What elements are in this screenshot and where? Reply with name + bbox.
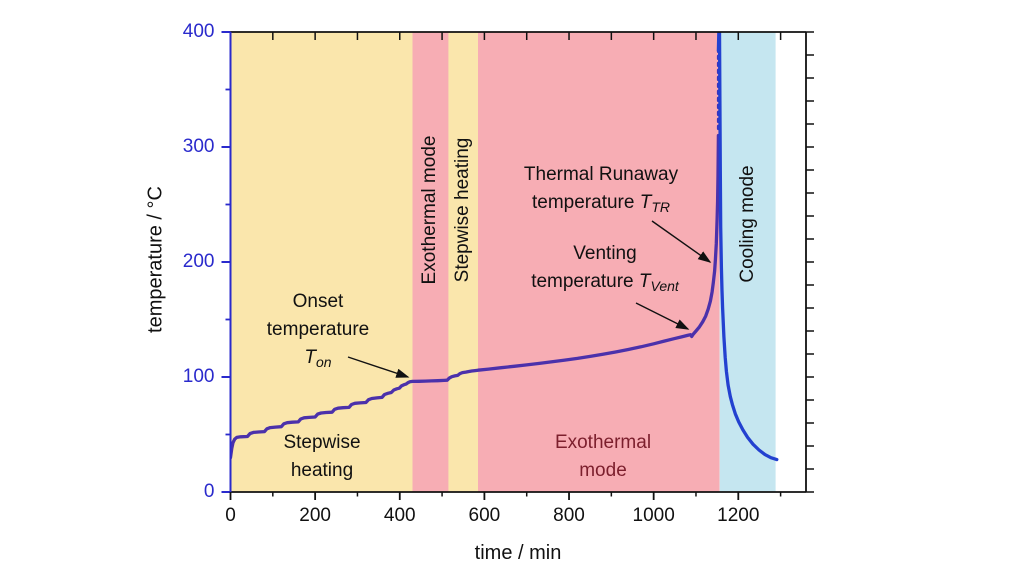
annotation-text: T <box>639 192 652 213</box>
y-tick-label-300: 300 <box>182 136 215 157</box>
stepwise-heating-label-vertical-line: Stepwise heating <box>452 137 473 283</box>
stepwise-heating-label-bottom: Stepwise heating <box>283 429 360 485</box>
annotation-text: temperature <box>531 192 640 213</box>
x-tick-label-1200: 1200 <box>717 505 760 526</box>
annotation-text: T <box>638 271 651 292</box>
annotation-text: Venting <box>573 243 637 264</box>
stepwise-heating-label-bottom-line: heating <box>290 460 354 481</box>
annotation-text: Onset <box>292 291 344 312</box>
x-tick-label-200: 200 <box>299 505 331 526</box>
thermal-runaway-temperature-label: Thermal Runaway temperature TTR <box>524 161 678 217</box>
stepwise-heating-label-vertical: Stepwise heating <box>449 138 477 283</box>
region-exothermal-mode-1 <box>412 32 449 492</box>
x-tick-label-600: 600 <box>468 505 501 526</box>
venting-temperature-arrow <box>635 302 690 330</box>
onset-temperature-label-line: Onset <box>267 288 369 316</box>
y-tick-label-400: 400 <box>182 21 215 42</box>
x-tick-label-1000: 1000 <box>632 505 675 526</box>
x-tick-label-800: 800 <box>553 505 585 526</box>
exothermal-mode-label-vertical: Exothermal mode <box>416 136 444 285</box>
onset-temperature-label-line: temperature <box>267 316 369 344</box>
onset-temperature-label-line: Ton <box>267 344 369 372</box>
stepwise-heating-label-bottom-line: Stepwise <box>283 432 361 453</box>
y-tick-label-0: 0 <box>203 481 215 502</box>
venting-temperature-label: Venting temperature TVent <box>531 240 679 296</box>
onset-temperature-arrow <box>347 356 410 378</box>
thermal-runaway-temperature-arrow <box>651 220 712 263</box>
exothermal-mode-label-bottom-line: mode <box>579 460 627 481</box>
venting-temperature-label-line: temperature TVent <box>531 268 679 296</box>
cooling-mode-label-vertical: Cooling mode <box>734 165 762 282</box>
thermal-runaway-temperature-label-line: Thermal Runaway <box>524 161 678 189</box>
y-tick-label-100: 100 <box>182 366 215 387</box>
thermal-runaway-temperature-label-line: temperature TTR <box>524 189 678 217</box>
annotation-text: temperature <box>531 271 639 292</box>
exothermal-mode-label-bottom: Exothermal mode <box>555 429 651 485</box>
y-tick-label-200: 200 <box>182 251 215 272</box>
annotation-text: Thermal Runaway <box>523 164 679 185</box>
series-runaway-cooling-curve <box>716 32 779 462</box>
venting-temperature-label-line: Venting <box>531 240 679 268</box>
exothermal-mode-label-bottom-line: Exothermal <box>554 432 652 453</box>
x-tick-label-0: 0 <box>225 505 236 526</box>
region-stepwise-heating-2 <box>448 32 478 492</box>
series-heating-curve <box>230 133 721 460</box>
x-axis-title: time / min <box>474 542 562 564</box>
region-exothermal-mode-2 <box>478 32 720 492</box>
subscript-text: Vent <box>650 278 679 294</box>
subscript-text: on <box>316 354 332 370</box>
exothermal-mode-label-vertical-line: Exothermal mode <box>419 135 440 285</box>
region-cooling-mode <box>719 32 776 492</box>
annotation-text: T <box>304 347 317 368</box>
region-stepwise-heating-1 <box>230 32 413 492</box>
cooling-mode-label-vertical-line: Cooling mode <box>737 165 758 283</box>
annotation-text: temperature <box>266 319 370 340</box>
x-tick-label-400: 400 <box>383 505 416 526</box>
subscript-text: TR <box>651 199 671 215</box>
onset-temperature-label: Onset temperature Ton <box>267 288 369 372</box>
